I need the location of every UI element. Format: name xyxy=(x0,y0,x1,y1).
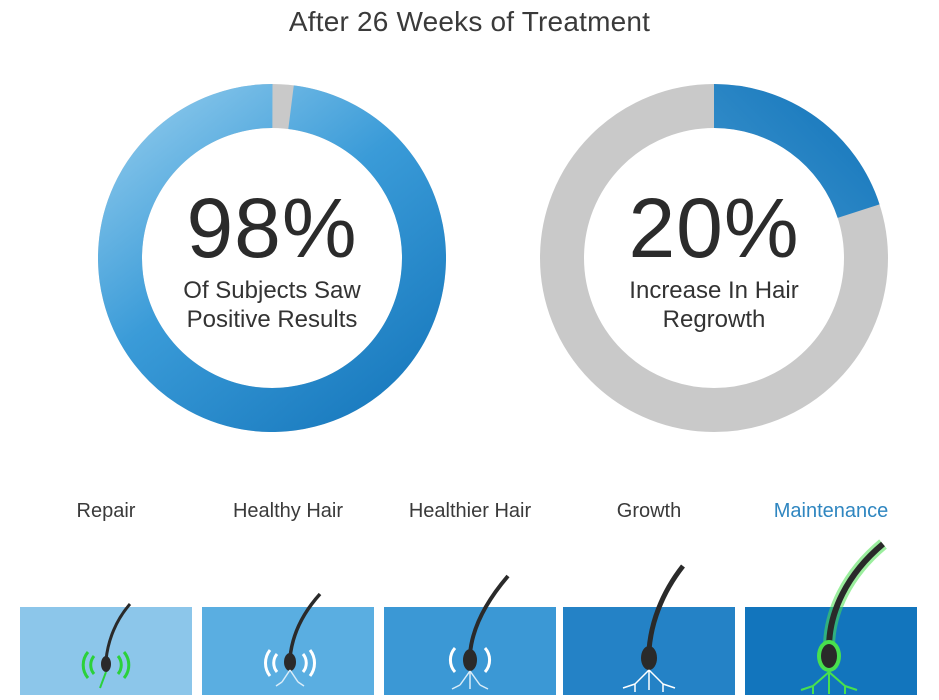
regrowth-ring: 20% Increase In Hair Regrowth xyxy=(540,84,888,432)
stage-label-growth: Growth xyxy=(616,500,682,522)
hair-follicle-repair-icon xyxy=(81,603,132,689)
page-title: After 26 Weeks of Treatment xyxy=(288,6,651,37)
stage-label-repair: Repair xyxy=(76,500,136,522)
caption-line-2: Positive Results xyxy=(186,306,358,333)
stage-label-maintenance: Maintenance xyxy=(773,500,889,522)
hair-follicle-healthier-icon xyxy=(448,574,510,690)
stage-box-healthy-hair xyxy=(202,607,374,695)
percentage-value: 98% xyxy=(186,181,358,275)
ring-chart xyxy=(540,84,888,432)
ring-fill xyxy=(540,84,888,432)
caption-line-1: Increase In Hair xyxy=(629,277,799,304)
caption-line-1: Of Subjects Saw xyxy=(183,277,361,304)
positive-results-ring: 98% Of Subjects Saw Positive Results xyxy=(98,84,446,432)
stage-label-healthy-hair: Healthy Hair xyxy=(232,500,344,522)
hair-follicle-healthy-icon xyxy=(263,592,322,687)
percentage-value: 20% xyxy=(628,181,800,275)
hair-follicle-maintenance-icon xyxy=(800,539,887,694)
hair-follicle-growth-icon xyxy=(622,564,685,692)
caption-line-2: Regrowth xyxy=(662,306,766,333)
ring-chart xyxy=(98,84,446,432)
stage-label-healthier-hair: Healthier Hair xyxy=(408,500,532,522)
